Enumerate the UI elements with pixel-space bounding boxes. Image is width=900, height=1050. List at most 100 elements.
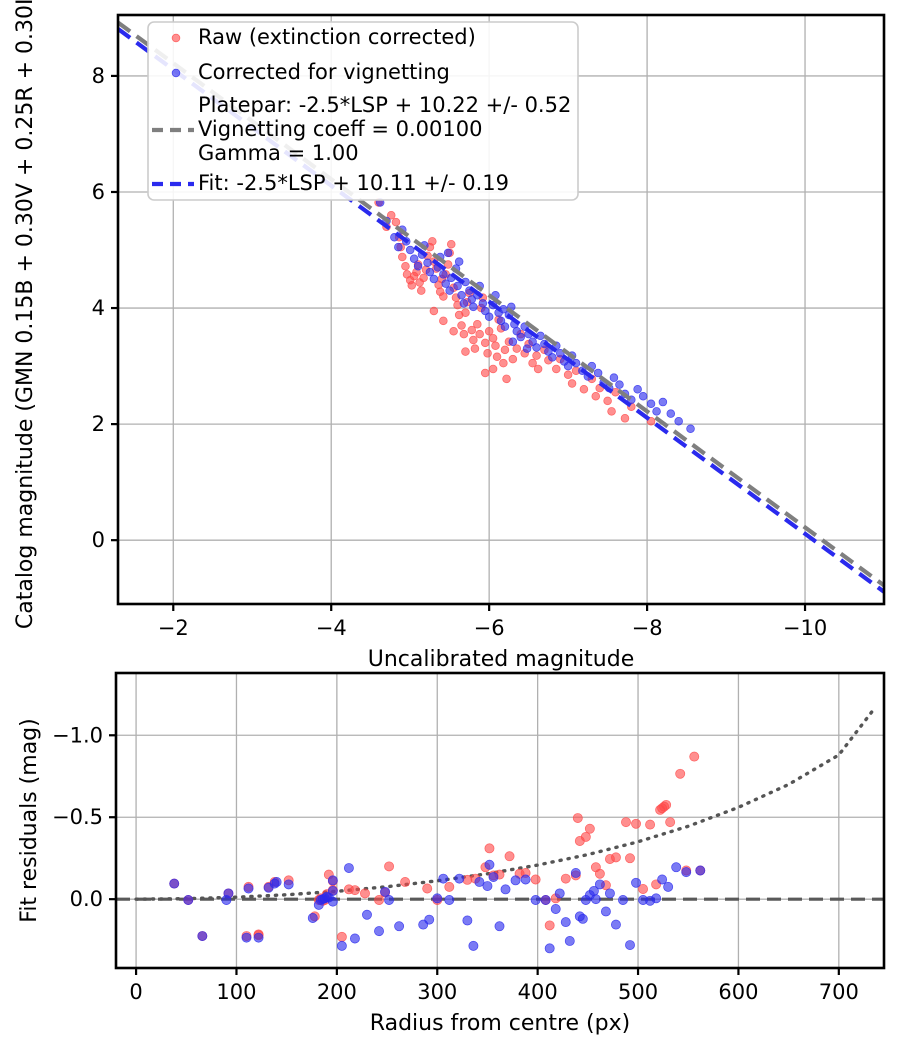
data-point [496,316,506,326]
legend-marker-icon [171,68,181,78]
data-point [457,291,466,300]
data-point [686,424,695,434]
data-point [681,867,692,878]
y-tick-label: 0.0 [70,887,103,911]
data-point [454,257,464,266]
legend-label: Gamma = 1.00 [198,141,359,165]
data-point [488,364,498,374]
data-point [590,894,601,905]
data-point [631,877,641,888]
data-point [439,292,448,301]
data-point [253,932,264,943]
plot-area [118,20,884,594]
data-point [429,274,439,284]
data-point [443,248,453,258]
data-point [500,345,510,355]
data-point [618,895,628,905]
data-point [401,262,410,271]
data-point [646,399,656,409]
data-point [384,861,395,872]
data-point [473,320,482,329]
data-point [475,329,484,339]
data-point [500,884,511,895]
data-point [504,851,515,862]
data-point [407,281,417,290]
data-point [327,886,338,896]
data-point [492,352,502,362]
data-point [362,909,372,920]
data-point [480,368,490,378]
data-point [400,877,411,887]
data-point [512,327,522,336]
fit-line [118,27,884,594]
data-point [243,883,254,894]
data-point [579,385,589,394]
x-tick-label: −6 [474,616,505,640]
legend-entry: Gamma = 1.00 [198,141,359,165]
data-point [480,306,490,316]
y-tick-label: 6 [92,180,105,204]
data-point [577,913,588,924]
data-point [621,817,631,828]
data-point [508,337,518,346]
data-point [554,888,565,899]
data-point [594,879,605,890]
data-point [409,254,419,263]
data-point [439,270,448,279]
data-point [516,332,525,342]
data-point [510,875,521,886]
data-point [374,926,384,937]
legend-entry: Platepar: -2.5*LSP + 10.22 +/- 0.52 [198,93,571,117]
vignetting-model-curve [134,707,876,901]
data-point [349,885,360,896]
data-point [625,940,635,951]
data-point [484,859,495,870]
axes-spines [114,671,886,970]
data-point [499,358,508,368]
data-point [474,877,485,887]
data-point [645,819,656,830]
data-point [462,915,473,926]
data-point [528,358,537,368]
data-point [609,373,619,382]
data-point [197,931,208,941]
data-point [425,267,435,277]
data-point [607,407,616,416]
legend-entry: Raw (extinction corrected) [171,25,476,49]
data-point [674,416,683,426]
ticks: 0 100 200 300 400 500 600 700 0.0 −0.5 −1.0 [52,723,859,1004]
data-point [603,396,612,406]
plot-area [116,707,884,954]
data-point [394,921,405,932]
x-tick-label: −2 [158,616,189,640]
data-point [441,279,450,288]
data-point [689,751,700,762]
y-tick-label: 8 [92,64,105,88]
data-point [572,813,583,823]
legend-box [147,21,579,201]
data-point [675,768,686,779]
legend: Raw (extinction corrected) Corrected for … [147,21,579,201]
data-point [530,874,541,885]
data-point [600,906,611,917]
data-point [560,873,571,884]
y-tick-label: 2 [92,412,105,436]
data-point [522,344,532,353]
x-tick-label: 0 [129,980,142,1004]
data-point [532,343,541,352]
data-point [428,237,437,246]
ticks: −2 −4 −6 −8 −10 0 2 4 6 8 [92,64,828,640]
data-point [454,873,465,884]
data-point [484,327,494,336]
data-point [651,893,662,904]
data-point [570,867,581,878]
x-tick-label: 400 [518,980,558,1004]
data-point [405,245,415,255]
data-point [374,895,384,905]
data-point [459,299,469,308]
x-tick-label: 200 [317,980,357,1004]
data-point [584,823,595,834]
data-point [169,878,180,889]
data-point [611,852,621,863]
